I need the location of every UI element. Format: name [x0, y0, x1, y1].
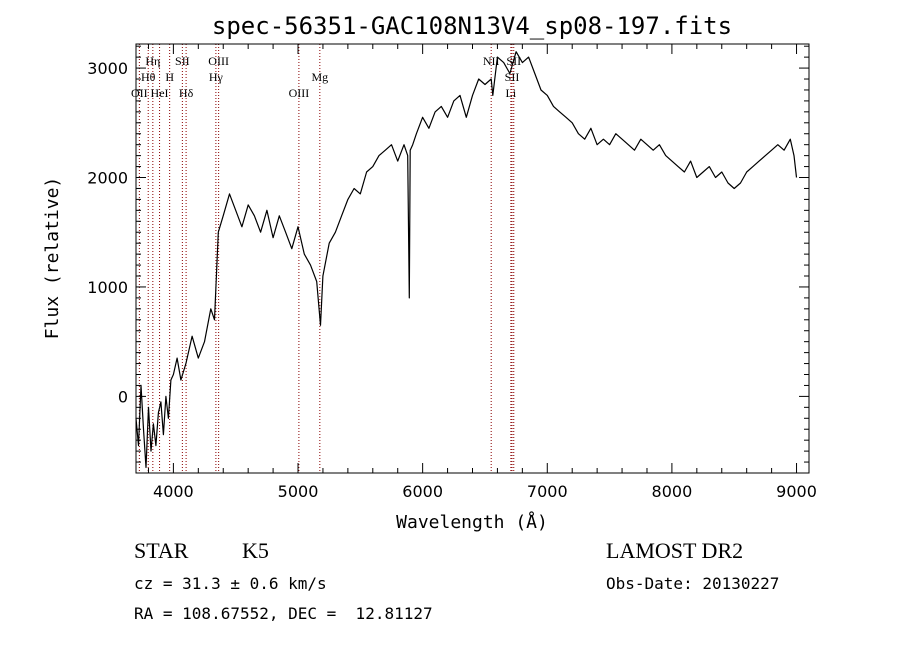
- spectrum-series: [135, 51, 798, 469]
- x-tick-label: 7000: [527, 482, 568, 501]
- marker-label-7: Hγ: [209, 70, 224, 84]
- chart-title: spec-56351-GAC108N13V4_sp08-197.fits: [212, 12, 732, 40]
- marker-label-8: OIII: [208, 54, 229, 68]
- y-axis-label: Flux (relative): [42, 177, 63, 340]
- observation-date: Obs-Date: 20130227: [606, 574, 780, 593]
- marker-label-3: HeI: [151, 86, 169, 100]
- marker-label-12: Li: [506, 86, 517, 100]
- x-tick-label: 9000: [776, 482, 817, 501]
- marker-label-2: Hη: [145, 54, 160, 68]
- axis-ticks: 4000 5000 6000 7000 8000 9000 0 1000 2000 3000: [87, 44, 817, 501]
- marker-label-11: NII: [483, 54, 500, 68]
- marker-label-5: SII: [175, 54, 190, 68]
- redshift-value: cz = 31.3 ± 0.6 km/s: [134, 574, 327, 593]
- y-tick-label: 3000: [87, 59, 128, 78]
- marker-label-9: OIII: [289, 86, 310, 100]
- plot-frame: [135, 43, 810, 474]
- coordinates: RA = 108.67552, DEC = 12.81127: [134, 604, 433, 623]
- x-axis-label: Wavelength (Å): [396, 511, 548, 533]
- x-tick-label: 6000: [402, 482, 443, 501]
- y-tick-label: 0: [118, 387, 128, 406]
- marker-label-13: SII: [505, 70, 520, 84]
- marker-label-14: SII: [506, 54, 521, 68]
- marker-label-10: Mg: [311, 70, 328, 84]
- x-tick-label: 5000: [278, 482, 319, 501]
- x-tick-label: 4000: [153, 482, 194, 501]
- x-tick-label: 8000: [652, 482, 693, 501]
- spectrum-line-0: [135, 51, 798, 469]
- survey-name: LAMOST DR2: [606, 538, 744, 563]
- marker-label-0: OII: [131, 86, 148, 100]
- object-subclass: K5: [242, 538, 269, 563]
- y-tick-label: 1000: [87, 278, 128, 297]
- marker-label-1: Hθ: [141, 70, 156, 84]
- marker-label-6: Hδ: [179, 86, 194, 100]
- object-class: STAR: [134, 538, 189, 563]
- y-tick-label: 2000: [87, 169, 128, 188]
- marker-label-4: H: [165, 70, 174, 84]
